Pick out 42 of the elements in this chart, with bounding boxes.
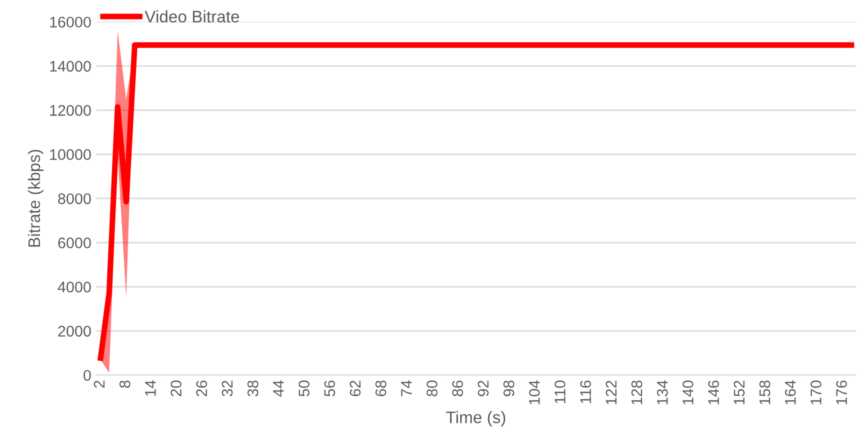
x-tick-label: 56 [324,380,336,396]
x-tick-label: 20 [170,380,182,396]
x-tick-label: 152 [734,380,745,404]
x-tick-label: 62 [350,380,361,396]
y-tick-label: 2000 [58,326,91,337]
y-tick-label: 4000 [58,282,91,292]
y-tick-label: 6000 [58,237,91,248]
x-tick-label: 26 [196,380,208,396]
x-tick-label: 110 [554,380,566,404]
x-tick-label: 68 [375,380,386,396]
x-tick-label: 44 [273,380,284,397]
x-tick-label: 8 [119,380,130,388]
x-tick-label: 2 [94,380,105,388]
y-tick-label: 14000 [50,60,91,72]
x-tick-label: 80 [426,380,438,396]
x-tick-label: 92 [478,380,489,396]
y-tick-label: 16000 [50,16,91,28]
x-tick-label: 74 [401,380,412,396]
x-tick-label: 86 [452,380,464,396]
y-tick-label: 12000 [50,105,91,116]
x-tick-label: 104 [529,380,540,404]
x-tick-label: 38 [247,380,258,396]
x-tick-label: 134 [657,380,668,404]
x-tick-label: 158 [759,380,770,404]
x-tick-label: 32 [222,380,233,396]
y-tick-label: 10000 [50,149,91,160]
x-tick-label: 140 [682,380,694,404]
y-axis-title: Bitrate (kbps) [28,150,44,247]
x-tick-label: 176 [836,380,848,404]
y-tick-label: 8000 [58,193,91,204]
legend-label: Video Bitrate [144,10,240,22]
x-tick-label: 170 [810,380,822,404]
x-tick-label: 122 [606,380,616,404]
x-axis-title: Time (s) [446,410,506,427]
x-tick-label: 164 [784,380,796,404]
x-tick-label: 14 [145,380,156,396]
x-tick-label: 146 [708,380,720,404]
y-tick-label: 0 [84,370,91,381]
x-tick-label: 128 [631,380,642,404]
x-tick-label: 98 [503,380,514,396]
x-tick-label: 50 [298,380,310,396]
x-tick-label: 116 [580,380,592,404]
